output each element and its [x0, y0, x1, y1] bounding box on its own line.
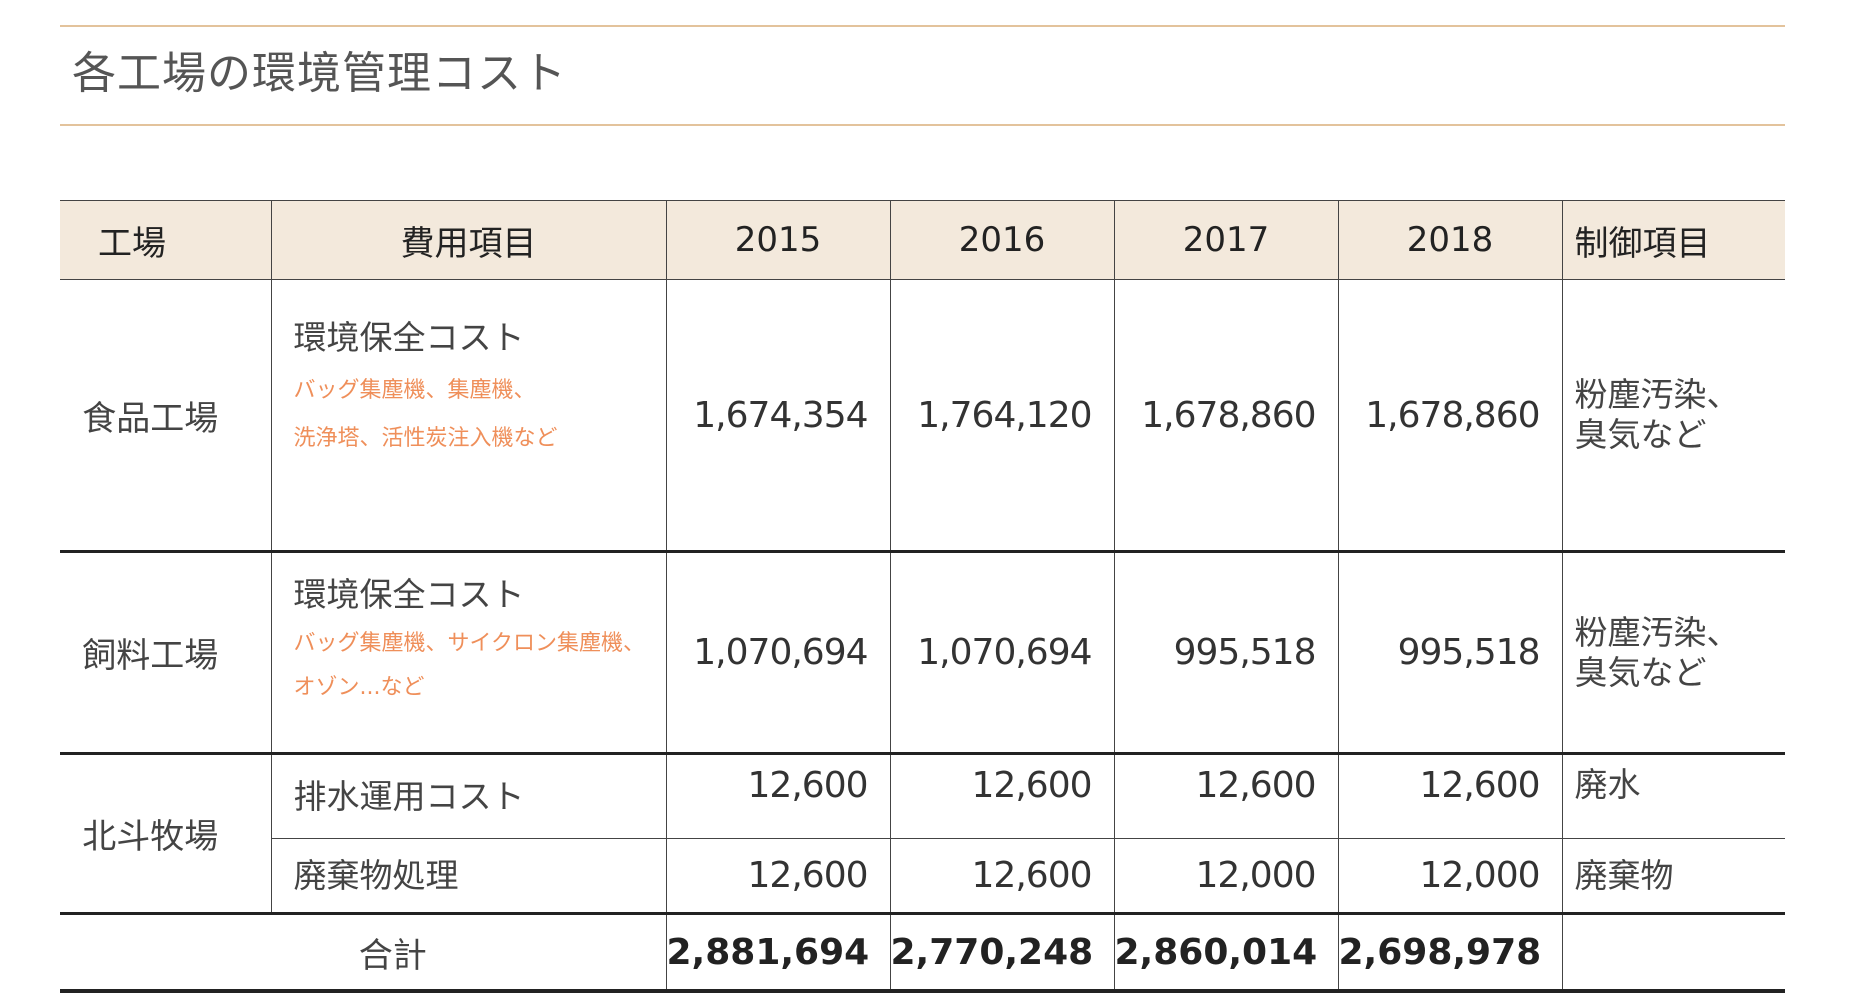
header-cost-item: 費用項目 [270, 200, 667, 280]
value-2018: 1,678,860 [1337, 279, 1563, 552]
value-2017: 12,600 [1113, 752, 1339, 839]
table-row: 食品工場 環境保全コスト バッグ集塵機、集塵機、 洗浄塔、活性炭注入機など 1,… [60, 279, 1785, 552]
cost-item-label: 環境保全コスト [293, 575, 525, 614]
total-2016: 2,770,248 [889, 912, 1115, 993]
control-line: 粉塵汚染、 [1574, 375, 1740, 414]
value-2015: 1,070,694 [665, 550, 891, 754]
cost-item-label: 廃棄物処理 [293, 855, 459, 895]
control-item: 粉塵汚染、 臭気など [1561, 550, 1785, 754]
total-2018: 2,698,978 [1337, 912, 1563, 993]
header-year-2017: 2017 [1113, 200, 1339, 280]
table-header-row: 工場 費用項目 2015 2016 2017 2018 制御項目 [60, 200, 1785, 280]
header-control-item: 制御項目 [1561, 200, 1785, 280]
control-line: 臭気など [1574, 415, 1707, 454]
cost-item-cell: 廃棄物処理 [271, 838, 667, 914]
value-2016: 1,070,694 [889, 550, 1115, 754]
factory-name: 北斗牧場 [60, 752, 272, 914]
header-year-2016: 2016 [889, 200, 1115, 280]
cost-item-cell: 環境保全コスト バッグ集塵機、集塵機、 洗浄塔、活性炭注入機など [270, 279, 667, 552]
table-row: 北斗牧場 排水運用コスト 12,600 12,600 12,600 12,600… [60, 752, 1785, 914]
cost-item-label: 排水運用コスト [293, 776, 525, 816]
control-line: 粉塵汚染、 [1574, 612, 1740, 652]
value-2016: 1,764,120 [889, 279, 1115, 552]
total-2017: 2,860,014 [1113, 912, 1339, 993]
control-item: 廃棄物 [1561, 838, 1785, 914]
cost-item-note: オゾン...など [293, 675, 425, 700]
cost-item-cell: 環境保全コスト バッグ集塵機、サイクロン集塵機、 オゾン...など [270, 550, 667, 754]
title-rule-bottom [60, 124, 1785, 126]
total-2015: 2,881,694 [665, 912, 891, 993]
value-2018: 995,518 [1337, 550, 1563, 754]
value-2015: 12,600 [665, 752, 891, 839]
environment-cost-table: 工場 費用項目 2015 2016 2017 2018 制御項目 食品工場 環境… [60, 200, 1785, 993]
control-line: 臭気など [1574, 652, 1707, 692]
control-item: 廃水 [1561, 752, 1785, 839]
header-year-2018: 2018 [1337, 200, 1563, 280]
value-2016: 12,600 [889, 752, 1115, 839]
cost-item-note: バッグ集塵機、サイクロン集塵機、 [293, 631, 646, 656]
value-2017: 12,000 [1113, 838, 1339, 914]
cost-item-note: 洗浄塔、活性炭注入機など [293, 426, 558, 451]
value-2018: 12,600 [1337, 752, 1563, 839]
total-row: 合計 2,881,694 2,770,248 2,860,014 2,698,9… [60, 912, 1785, 993]
header-year-2015: 2015 [665, 200, 891, 280]
value-2015: 12,600 [665, 838, 891, 914]
title-rule-top [60, 25, 1785, 27]
total-label: 合計 [60, 912, 667, 993]
factory-name: 飼料工場 [60, 550, 272, 754]
table-row: 廃棄物処理 12,600 12,600 12,000 12,000 廃棄物 [60, 838, 1785, 914]
factory-name: 食品工場 [60, 279, 272, 552]
page-title: 各工場の環境管理コスト [72, 48, 567, 99]
control-item: 粉塵汚染、 臭気など [1561, 279, 1785, 552]
cost-item-note: バッグ集塵機、集塵機、 [293, 378, 536, 403]
value-2017: 1,678,860 [1113, 279, 1339, 552]
cost-item-cell: 排水運用コスト [270, 752, 667, 839]
cost-item-label: 環境保全コスト [293, 318, 525, 357]
header-factory: 工場 [60, 200, 272, 280]
value-2018: 12,000 [1337, 838, 1563, 914]
table-row: 飼料工場 環境保全コスト バッグ集塵機、サイクロン集塵機、 オゾン...など 1… [60, 550, 1785, 754]
value-2017: 995,518 [1113, 550, 1339, 754]
total-empty-cell [1561, 912, 1785, 993]
value-2015: 1,674,354 [665, 279, 891, 552]
value-2016: 12,600 [889, 838, 1115, 914]
